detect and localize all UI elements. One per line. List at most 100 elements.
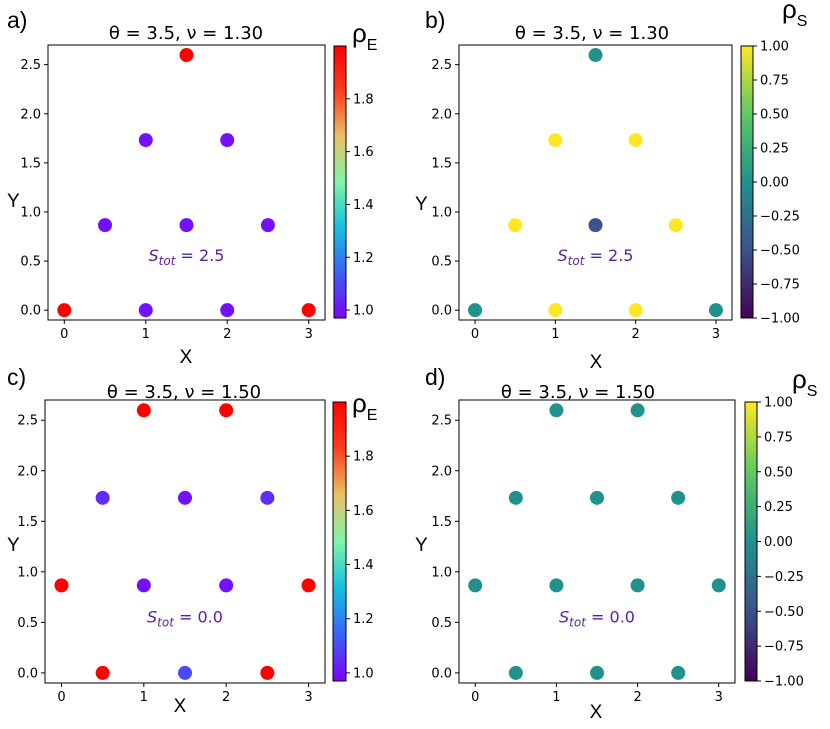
data-point — [508, 218, 523, 233]
y-axis-label: Y — [7, 535, 20, 556]
colorbar — [745, 402, 757, 681]
colorbar-tick-label: 1.2 — [353, 612, 374, 627]
data-point — [508, 490, 523, 505]
colorbar-tick-label: −1.00 — [760, 312, 800, 327]
y-axis-label: Y — [7, 191, 20, 212]
x-tick-label: 1 — [551, 327, 559, 342]
data-point — [95, 490, 110, 505]
data-point — [549, 403, 564, 418]
data-point — [220, 303, 235, 318]
data-point — [549, 578, 564, 593]
y-tick-label: 2.5 — [17, 414, 38, 429]
y-tick-label: 2.0 — [17, 464, 38, 479]
plot-area — [44, 399, 326, 684]
colorbar-tick-label: 0.50 — [760, 108, 789, 123]
data-point — [179, 48, 194, 63]
data-point — [628, 133, 643, 148]
colorbar-tick-label: 0.00 — [764, 535, 793, 550]
data-point — [548, 303, 563, 318]
y-tick-label: 2.5 — [431, 58, 452, 73]
x-tick-label: 0 — [471, 690, 479, 705]
x-tick-label: 1 — [142, 327, 150, 342]
plot-title: θ = 3.5, ν = 1.30 — [109, 23, 263, 44]
y-tick-label: 1.5 — [17, 515, 38, 530]
data-point — [301, 578, 316, 593]
data-point — [468, 303, 483, 318]
data-point — [136, 578, 151, 593]
y-tick-label: 2.0 — [431, 464, 452, 479]
total-spin-annotation: Stot = 0.0 — [147, 607, 223, 629]
colorbar-tick-label: 0.25 — [760, 142, 789, 157]
data-point — [57, 303, 72, 318]
panel-label: b) — [425, 7, 445, 33]
panel-label: a) — [7, 7, 27, 33]
data-point — [671, 490, 686, 505]
plot-title: θ = 3.5, ν = 1.50 — [501, 382, 655, 403]
x-axis-label: X — [174, 696, 187, 717]
colorbar-tick-label: 1.6 — [353, 145, 374, 160]
data-point — [98, 218, 113, 233]
colorbar-label-symbol: ρ — [782, 0, 797, 24]
y-axis-label: Y — [415, 535, 428, 556]
colorbar-label-subscript: E — [367, 37, 378, 54]
data-point — [95, 665, 110, 680]
data-point — [179, 218, 194, 233]
x-axis-label: X — [180, 347, 193, 368]
y-axis-label: Y — [415, 194, 428, 215]
y-tick-label: 0.5 — [17, 616, 38, 631]
x-axis-label: X — [590, 702, 603, 723]
data-point — [54, 578, 69, 593]
y-tick-label: 2.5 — [20, 58, 41, 73]
colorbar-label-symbol: ρ — [792, 364, 807, 394]
y-tick-label: 1.0 — [17, 565, 38, 580]
y-tick-label: 0.0 — [431, 304, 452, 319]
colorbar-label-symbol: ρ — [352, 388, 367, 418]
plot-area — [458, 399, 736, 684]
colorbar-label-subscript: S — [807, 383, 818, 400]
y-tick-label: 1.0 — [20, 205, 41, 220]
colorbar-tick-label: −0.25 — [764, 570, 804, 585]
data-point — [138, 133, 153, 148]
data-point — [708, 303, 723, 318]
y-tick-label: 0.5 — [20, 255, 41, 270]
y-tick-label: 0.5 — [431, 255, 452, 270]
total-spin-annotation: Stot = 2.5 — [558, 246, 634, 268]
data-point — [588, 218, 603, 233]
colorbar-label: ρS — [792, 364, 817, 400]
colorbar-label: ρE — [352, 18, 377, 54]
colorbar-tick-label: 0.00 — [760, 176, 789, 191]
colorbar-tick-label: −0.50 — [760, 244, 800, 259]
colorbar-tick-label: 1.8 — [353, 450, 374, 465]
colorbar — [333, 402, 346, 681]
data-point — [630, 403, 645, 418]
y-tick-label: 0.5 — [431, 616, 452, 631]
x-tick-label: 2 — [222, 690, 230, 705]
plot-area — [458, 44, 733, 321]
x-tick-label: 3 — [305, 327, 313, 342]
x-tick-label: 0 — [471, 327, 479, 342]
colorbar-label-subscript: S — [797, 13, 808, 30]
annotation-value: = 0.0 — [174, 607, 223, 626]
y-tick-label: 1.5 — [431, 156, 452, 171]
x-tick-label: 1 — [552, 690, 560, 705]
colorbar-tick-label: 1.8 — [353, 92, 374, 107]
colorbar — [741, 46, 753, 318]
x-axis-label: X — [590, 352, 603, 373]
data-point — [138, 303, 153, 318]
colorbar-tick-label: 1.00 — [764, 396, 793, 411]
data-point — [668, 218, 683, 233]
colorbar-tick-label: 0.25 — [764, 500, 793, 515]
data-point — [548, 133, 563, 148]
panel-label: c) — [7, 364, 26, 390]
data-point — [628, 303, 643, 318]
colorbar-tick-label: −0.25 — [760, 210, 800, 225]
data-point — [630, 578, 645, 593]
plot-area — [47, 44, 326, 321]
data-point — [590, 665, 604, 680]
data-point — [260, 218, 275, 233]
x-tick-label: 2 — [632, 327, 640, 342]
panel-label: d) — [425, 364, 445, 390]
colorbar — [334, 46, 346, 318]
data-point — [588, 48, 603, 63]
data-point — [260, 665, 275, 680]
